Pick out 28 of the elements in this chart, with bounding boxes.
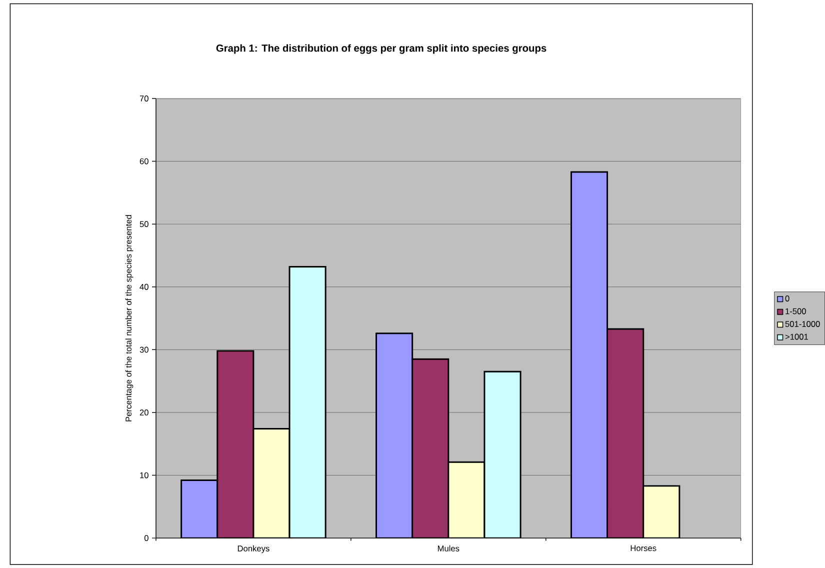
bar [252,428,290,538]
y-tick-label: 70 [140,95,148,102]
x-tick-label: Donkeys [238,545,270,553]
bar [642,485,680,538]
y-tick-label: 60 [140,158,148,164]
y-tick-label: 40 [140,284,148,290]
bar [606,328,644,538]
y-axis-title: Percentage of the total number of the species presented [125,215,134,422]
y-tick-label: 10 [140,472,148,478]
legend-label: 501-1000 [785,320,820,327]
y-tick-label: 0 [144,535,148,541]
chart-title: Graph 1: The distribution of eggs per gram split into species groups [216,44,546,54]
legend-label: 0 [785,295,790,302]
bar [288,266,326,538]
bar [376,332,414,538]
x-tick-label: Mules [438,545,460,552]
y-tick-label: 50 [140,221,148,227]
y-tick-label: 30 [140,346,148,353]
legend-label: >1001 [785,334,808,340]
x-tick-label: Horses [630,545,656,552]
bar [216,350,254,538]
y-tick-label: 20 [140,409,148,416]
bar [412,358,450,538]
bar [484,370,522,538]
bar [570,171,608,538]
bar [180,479,218,538]
bar [448,461,486,538]
legend-label: 1-500 [786,308,806,314]
